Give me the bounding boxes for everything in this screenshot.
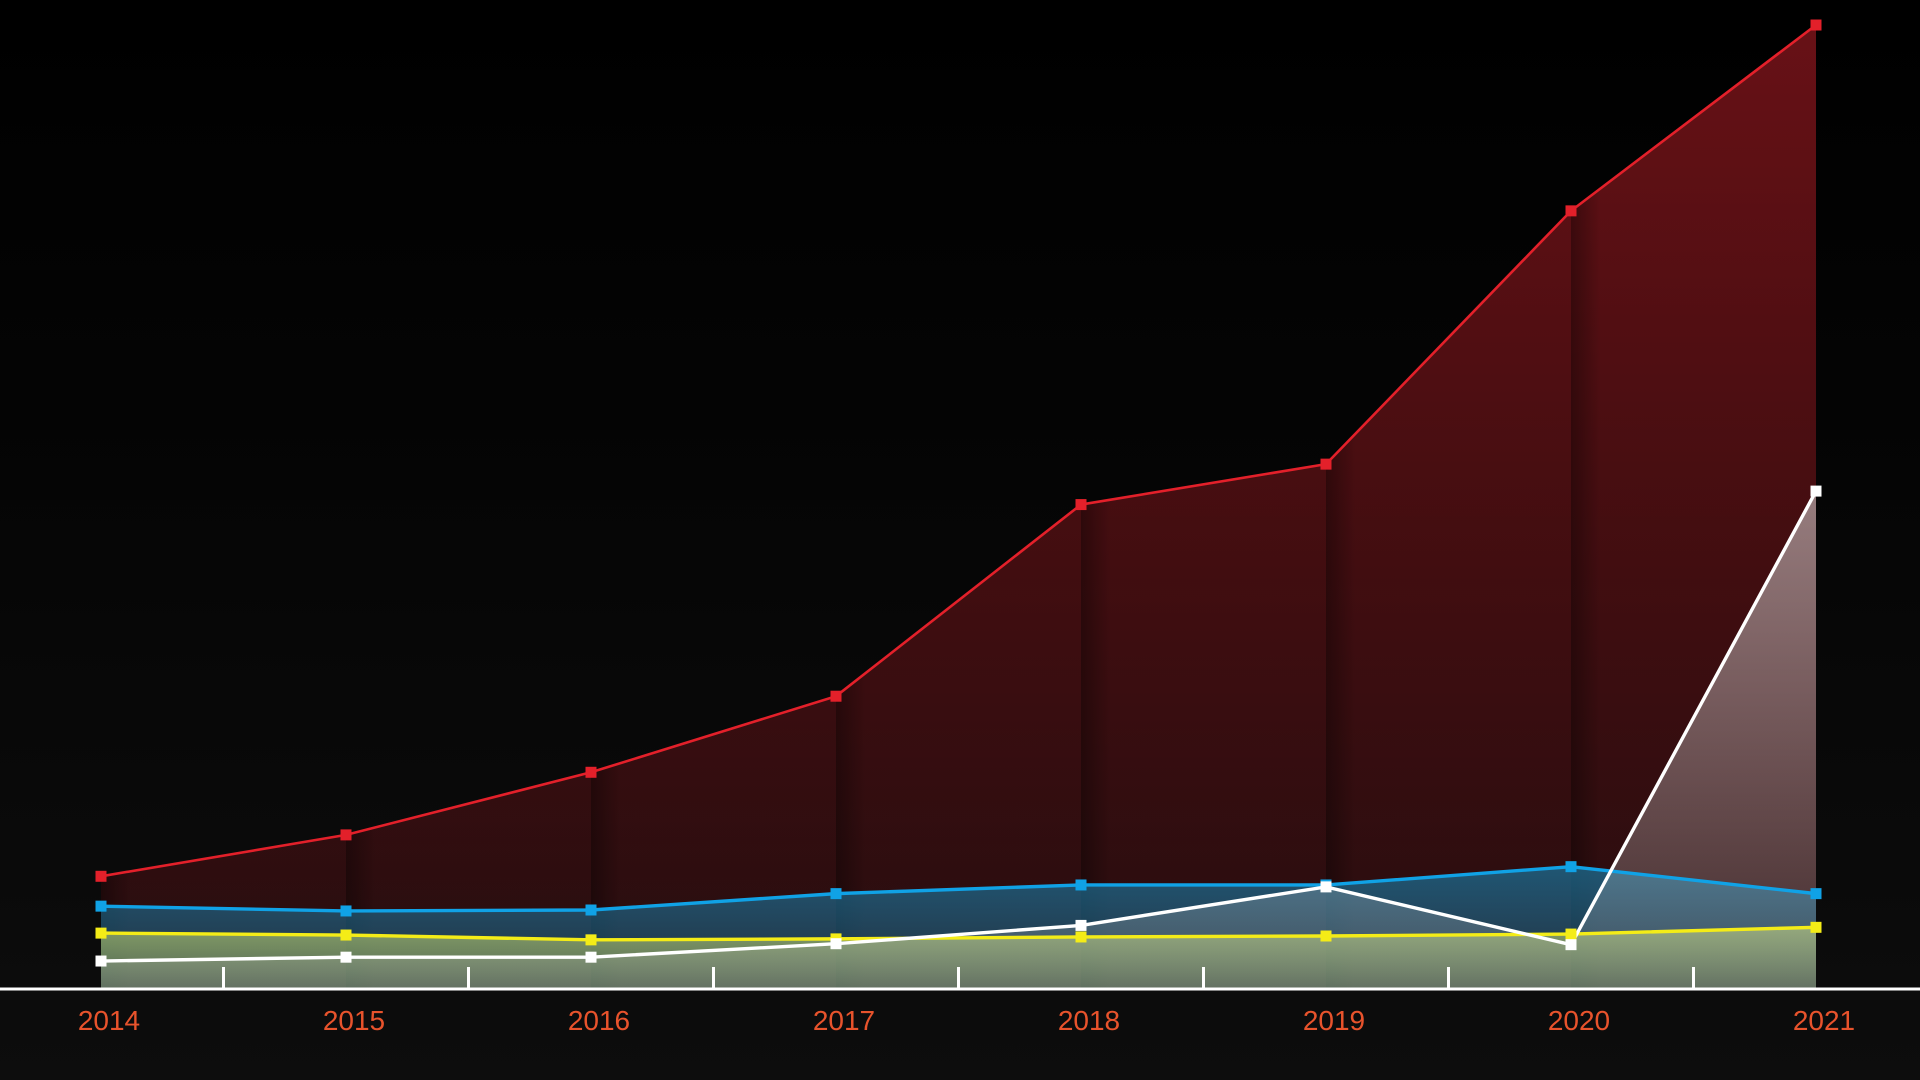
data-point-series-4 — [340, 951, 352, 963]
data-point-series-2 — [830, 888, 842, 900]
data-point-series-1 — [585, 766, 597, 778]
data-point-series-1 — [830, 690, 842, 702]
x-tick-label: 2015 — [323, 1005, 385, 1036]
data-point-series-3 — [585, 934, 597, 946]
data-point-series-2 — [340, 905, 352, 917]
data-point-series-1 — [340, 829, 352, 841]
data-point-series-1 — [1075, 499, 1087, 511]
data-point-series-3 — [1320, 930, 1332, 942]
x-tick-label: 2016 — [568, 1005, 630, 1036]
data-point-series-4 — [1565, 939, 1577, 951]
data-point-series-1 — [95, 870, 107, 882]
x-tick-label: 2021 — [1793, 1005, 1855, 1036]
line-series-2 — [100, 864, 1817, 913]
data-point-series-1 — [1565, 205, 1577, 217]
line-series-1 — [100, 23, 1817, 878]
x-tick-label: 2020 — [1548, 1005, 1610, 1036]
data-point-series-2 — [95, 900, 107, 912]
x-tick-label: 2018 — [1058, 1005, 1120, 1036]
data-point-series-4 — [1810, 485, 1822, 497]
data-point-series-3 — [1075, 931, 1087, 943]
data-point-series-4 — [1075, 919, 1087, 931]
data-point-series-3 — [340, 929, 352, 941]
data-point-series-3 — [95, 927, 107, 939]
series-areas — [101, 25, 1816, 988]
data-point-series-2 — [1565, 861, 1577, 873]
x-tick-label: 2014 — [78, 1005, 140, 1036]
x-tick-label: 2017 — [813, 1005, 875, 1036]
data-point-series-3 — [1810, 921, 1822, 933]
x-axis — [0, 967, 1920, 991]
x-tick-labels: 2014 2015 2016 2017 2018 2019 2020 2021 — [78, 1005, 1855, 1036]
data-point-series-2 — [1075, 879, 1087, 891]
data-point-series-1 — [1320, 458, 1332, 470]
data-point-series-4 — [1320, 881, 1332, 893]
area-segment-shade — [836, 504, 1081, 988]
area-series-4 — [101, 491, 1816, 988]
series-lines — [100, 23, 1818, 963]
area-segment-shade — [1081, 464, 1326, 988]
data-point-series-2 — [585, 904, 597, 916]
data-point-series-3 — [1565, 928, 1577, 940]
line-series-4 — [100, 490, 1818, 963]
data-point-series-4 — [830, 938, 842, 950]
data-point-series-2 — [1810, 888, 1822, 900]
series-markers — [95, 19, 1822, 967]
data-point-series-1 — [1810, 19, 1822, 31]
x-tick-label: 2019 — [1303, 1005, 1365, 1036]
data-point-series-4 — [95, 955, 107, 967]
area-segment-shade — [1326, 210, 1571, 988]
data-point-series-4 — [585, 951, 597, 963]
